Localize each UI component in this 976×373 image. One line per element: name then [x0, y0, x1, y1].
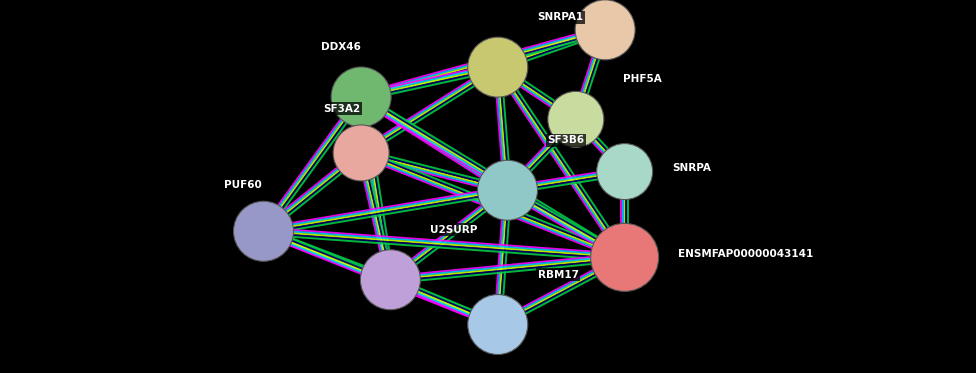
Circle shape [548, 91, 604, 147]
Text: SNRPA1: SNRPA1 [538, 12, 584, 22]
Text: RBM17: RBM17 [538, 270, 579, 280]
Circle shape [360, 250, 421, 310]
Circle shape [596, 144, 653, 200]
Text: DDX46: DDX46 [321, 42, 361, 52]
Circle shape [468, 37, 528, 97]
Text: SF3B6: SF3B6 [548, 135, 585, 145]
Circle shape [331, 67, 391, 127]
Text: PHF5A: PHF5A [624, 74, 662, 84]
Text: PUF60: PUF60 [224, 180, 262, 190]
Text: U2SURP: U2SURP [430, 225, 477, 235]
Text: SF3A2: SF3A2 [323, 104, 360, 114]
Circle shape [333, 125, 389, 181]
Text: ENSMFAP00000043141: ENSMFAP00000043141 [678, 249, 813, 258]
Circle shape [233, 201, 294, 261]
Circle shape [468, 295, 528, 354]
Circle shape [575, 0, 635, 60]
Text: SNRPA: SNRPA [672, 163, 712, 173]
Circle shape [477, 160, 538, 220]
Circle shape [590, 223, 659, 291]
